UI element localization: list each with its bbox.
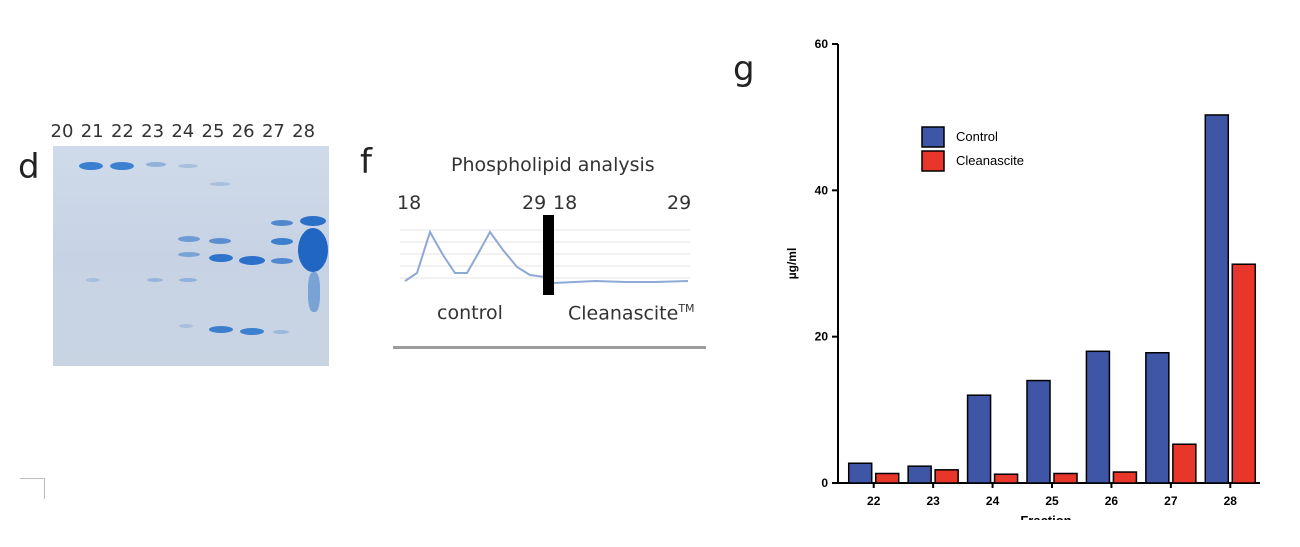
y-tick-label: 40 bbox=[815, 183, 829, 197]
corner-mark bbox=[20, 478, 45, 499]
x-tick-label: 27 bbox=[1164, 494, 1178, 508]
control-label: control bbox=[437, 302, 503, 324]
lane-label-27: 27 bbox=[261, 121, 285, 142]
bar-control-28 bbox=[1204, 114, 1230, 484]
x-tick-label: 25 bbox=[1045, 494, 1059, 508]
cleanascite-label: CleanasciteTM bbox=[568, 302, 695, 324]
bar-chart: 0 20 40 60 µg/ml 22 23 24 25 26 27 28 Control Cleanas… bbox=[785, 37, 1260, 528]
panel-f-letter: f bbox=[360, 142, 372, 182]
bar-cleanascite-22 bbox=[874, 472, 900, 484]
bar-cleanascite-23 bbox=[934, 469, 959, 484]
separator-bar bbox=[543, 215, 554, 295]
lane-label-23: 23 bbox=[141, 121, 165, 142]
lane-label-28: 28 bbox=[292, 121, 316, 142]
bar-cleanascite-28 bbox=[1231, 263, 1257, 484]
lane-label-25: 25 bbox=[201, 121, 225, 142]
panel-g-letter: g bbox=[733, 49, 755, 89]
lane-label-26: 26 bbox=[231, 121, 255, 142]
cleanascite-text: Cleanascite bbox=[568, 302, 679, 325]
x-axis-label-partial: Fraction bbox=[1020, 513, 1071, 528]
x-tick-label: 26 bbox=[1105, 494, 1119, 508]
lane-label-20: 20 bbox=[50, 121, 74, 142]
panel-d-letter: d bbox=[18, 147, 40, 187]
cleanascite-trace bbox=[552, 279, 689, 284]
bar-cleanascite-27 bbox=[1172, 443, 1197, 484]
bar-control-27 bbox=[1145, 352, 1170, 484]
bar-control-24 bbox=[966, 394, 992, 484]
left-start-fraction: 18 bbox=[397, 192, 422, 214]
legend-label-control: Control bbox=[956, 129, 998, 144]
y-tick-label: 20 bbox=[815, 330, 829, 344]
bar-cleanascite-25 bbox=[1053, 472, 1078, 484]
bar-cleanascite-24 bbox=[993, 473, 1019, 484]
x-tick-label: 24 bbox=[986, 494, 1000, 508]
x-tick-label: 28 bbox=[1224, 494, 1238, 508]
y-tick-label: 0 bbox=[821, 476, 828, 490]
lane-label-24: 24 bbox=[171, 121, 195, 142]
lane-label-22: 22 bbox=[110, 121, 134, 142]
x-tick-label: 22 bbox=[867, 494, 881, 508]
sds-page-gel-image bbox=[53, 146, 329, 366]
bar-control-22 bbox=[847, 462, 873, 484]
y-axis-label: µg/ml bbox=[785, 248, 799, 280]
phospholipid-trace-plot bbox=[400, 215, 690, 295]
right-end-fraction: 29 bbox=[667, 192, 692, 214]
y-tick-label: 60 bbox=[815, 37, 829, 51]
left-end-fraction: 29 bbox=[522, 192, 547, 214]
bar-control-23 bbox=[907, 465, 932, 484]
legend-swatch-cleanascite bbox=[921, 150, 945, 172]
legend-label-cleanascite: Cleanascite bbox=[956, 153, 1024, 168]
bar-control-25 bbox=[1026, 379, 1051, 484]
control-trace bbox=[404, 229, 546, 282]
panel-f-divider bbox=[393, 346, 706, 349]
x-tick-label: 23 bbox=[926, 494, 940, 508]
lane-label-21: 21 bbox=[80, 121, 104, 142]
phospholipid-title: Phospholipid analysis bbox=[451, 154, 655, 176]
right-start-fraction: 18 bbox=[553, 192, 578, 214]
trademark-mark: TM bbox=[678, 302, 695, 315]
legend-swatch-control bbox=[921, 126, 945, 148]
bar-cleanascite-26 bbox=[1112, 471, 1138, 484]
bar-control-26 bbox=[1085, 350, 1111, 484]
